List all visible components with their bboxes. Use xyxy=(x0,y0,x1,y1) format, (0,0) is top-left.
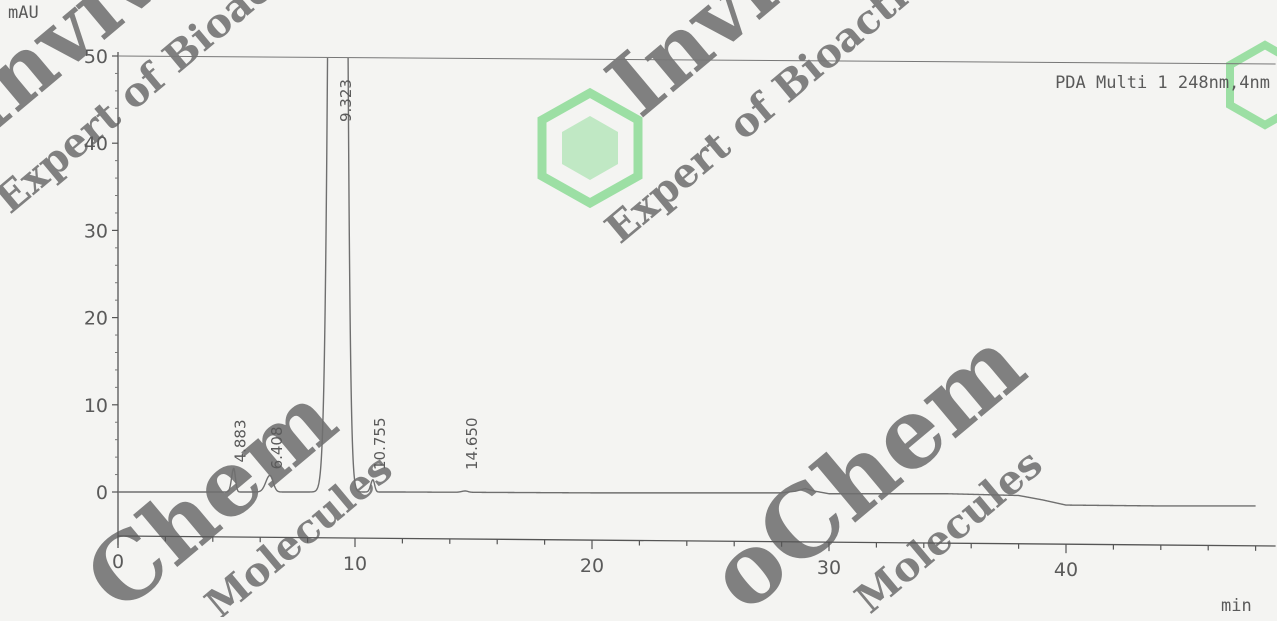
y-tick-label: 30 xyxy=(84,220,108,242)
y-axis-unit-label: mAU xyxy=(8,3,39,23)
peak-label: 4.883 xyxy=(232,420,250,463)
peak-labels: 4.883 6.408 9.323 10.755 14.650 xyxy=(232,79,482,470)
x-tick-label: 10 xyxy=(343,553,367,575)
watermark-hex-icon-2 xyxy=(1226,40,1277,130)
y-ticks: 0 10 20 30 40 50 xyxy=(84,46,118,504)
watermark-hex-icon xyxy=(537,87,643,209)
peak-label: 9.323 xyxy=(337,79,355,122)
x-axis-line xyxy=(117,535,1276,547)
series-trace xyxy=(118,58,1256,507)
peak-label: 14.650 xyxy=(463,418,481,471)
y-tick-label: 50 xyxy=(84,46,108,68)
y-tick-label: 10 xyxy=(84,395,108,417)
y-tick-label: 40 xyxy=(84,133,108,155)
x-tick-label: 30 xyxy=(817,557,841,579)
x-tick-label: 20 xyxy=(580,555,604,577)
y-tick-label: 20 xyxy=(84,308,108,330)
peak-label: 10.755 xyxy=(371,418,389,471)
plot-top-border xyxy=(117,55,1276,65)
y-tick-label: 0 xyxy=(96,482,108,504)
x-ticks: 0 10 20 30 40 xyxy=(112,536,1257,581)
x-tick-label: 0 xyxy=(112,551,124,573)
x-tick-label: 40 xyxy=(1054,559,1078,581)
x-axis-unit-label: min xyxy=(1221,596,1252,616)
axes: 0 10 20 30 40 50 0 10 20 30 40 xyxy=(84,46,1276,581)
legend-series-name: PDA Multi 1 248nm,4nm xyxy=(1055,73,1270,93)
peak-label: 6.408 xyxy=(268,426,286,469)
